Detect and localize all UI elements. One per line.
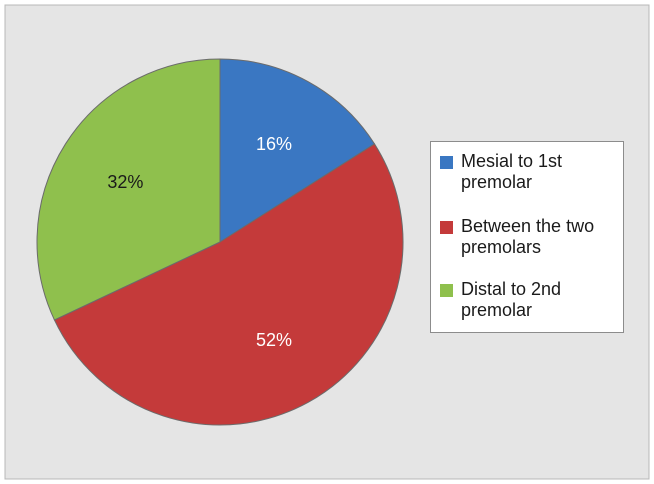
legend-label-mesial: Mesial to 1st premolar bbox=[461, 151, 621, 193]
legend-label-between: Between the two premolars bbox=[461, 216, 621, 258]
legend: Mesial to 1st premolar Between the two p… bbox=[430, 141, 624, 333]
pie-slice-mesial bbox=[219, 58, 376, 243]
legend-swatch-between bbox=[440, 221, 453, 234]
pie-slice-distal bbox=[36, 58, 221, 321]
slice-label-distal: 32% bbox=[107, 172, 143, 192]
legend-label-distal-line2: premolar bbox=[461, 300, 533, 320]
legend-swatch-distal bbox=[440, 284, 453, 297]
slice-label-mesial: 16% bbox=[256, 134, 292, 154]
legend-label-between-line1: Between the two bbox=[461, 216, 595, 236]
slice-label-between: 52% bbox=[256, 330, 292, 350]
legend-swatch-mesial bbox=[440, 156, 453, 169]
legend-label-distal-line1: Distal to 2nd bbox=[461, 279, 562, 299]
pie-slice-labels: 16% 52% 32% bbox=[107, 134, 292, 350]
legend-label-between-line2: premolars bbox=[461, 237, 542, 257]
legend-label-distal: Distal to 2nd premolar bbox=[461, 279, 621, 321]
legend-label-mesial-line2: premolar bbox=[461, 172, 533, 192]
pie-slice-between bbox=[53, 143, 404, 426]
legend-label-mesial-line1: Mesial to 1st bbox=[461, 151, 563, 171]
pie-slices bbox=[36, 58, 404, 426]
